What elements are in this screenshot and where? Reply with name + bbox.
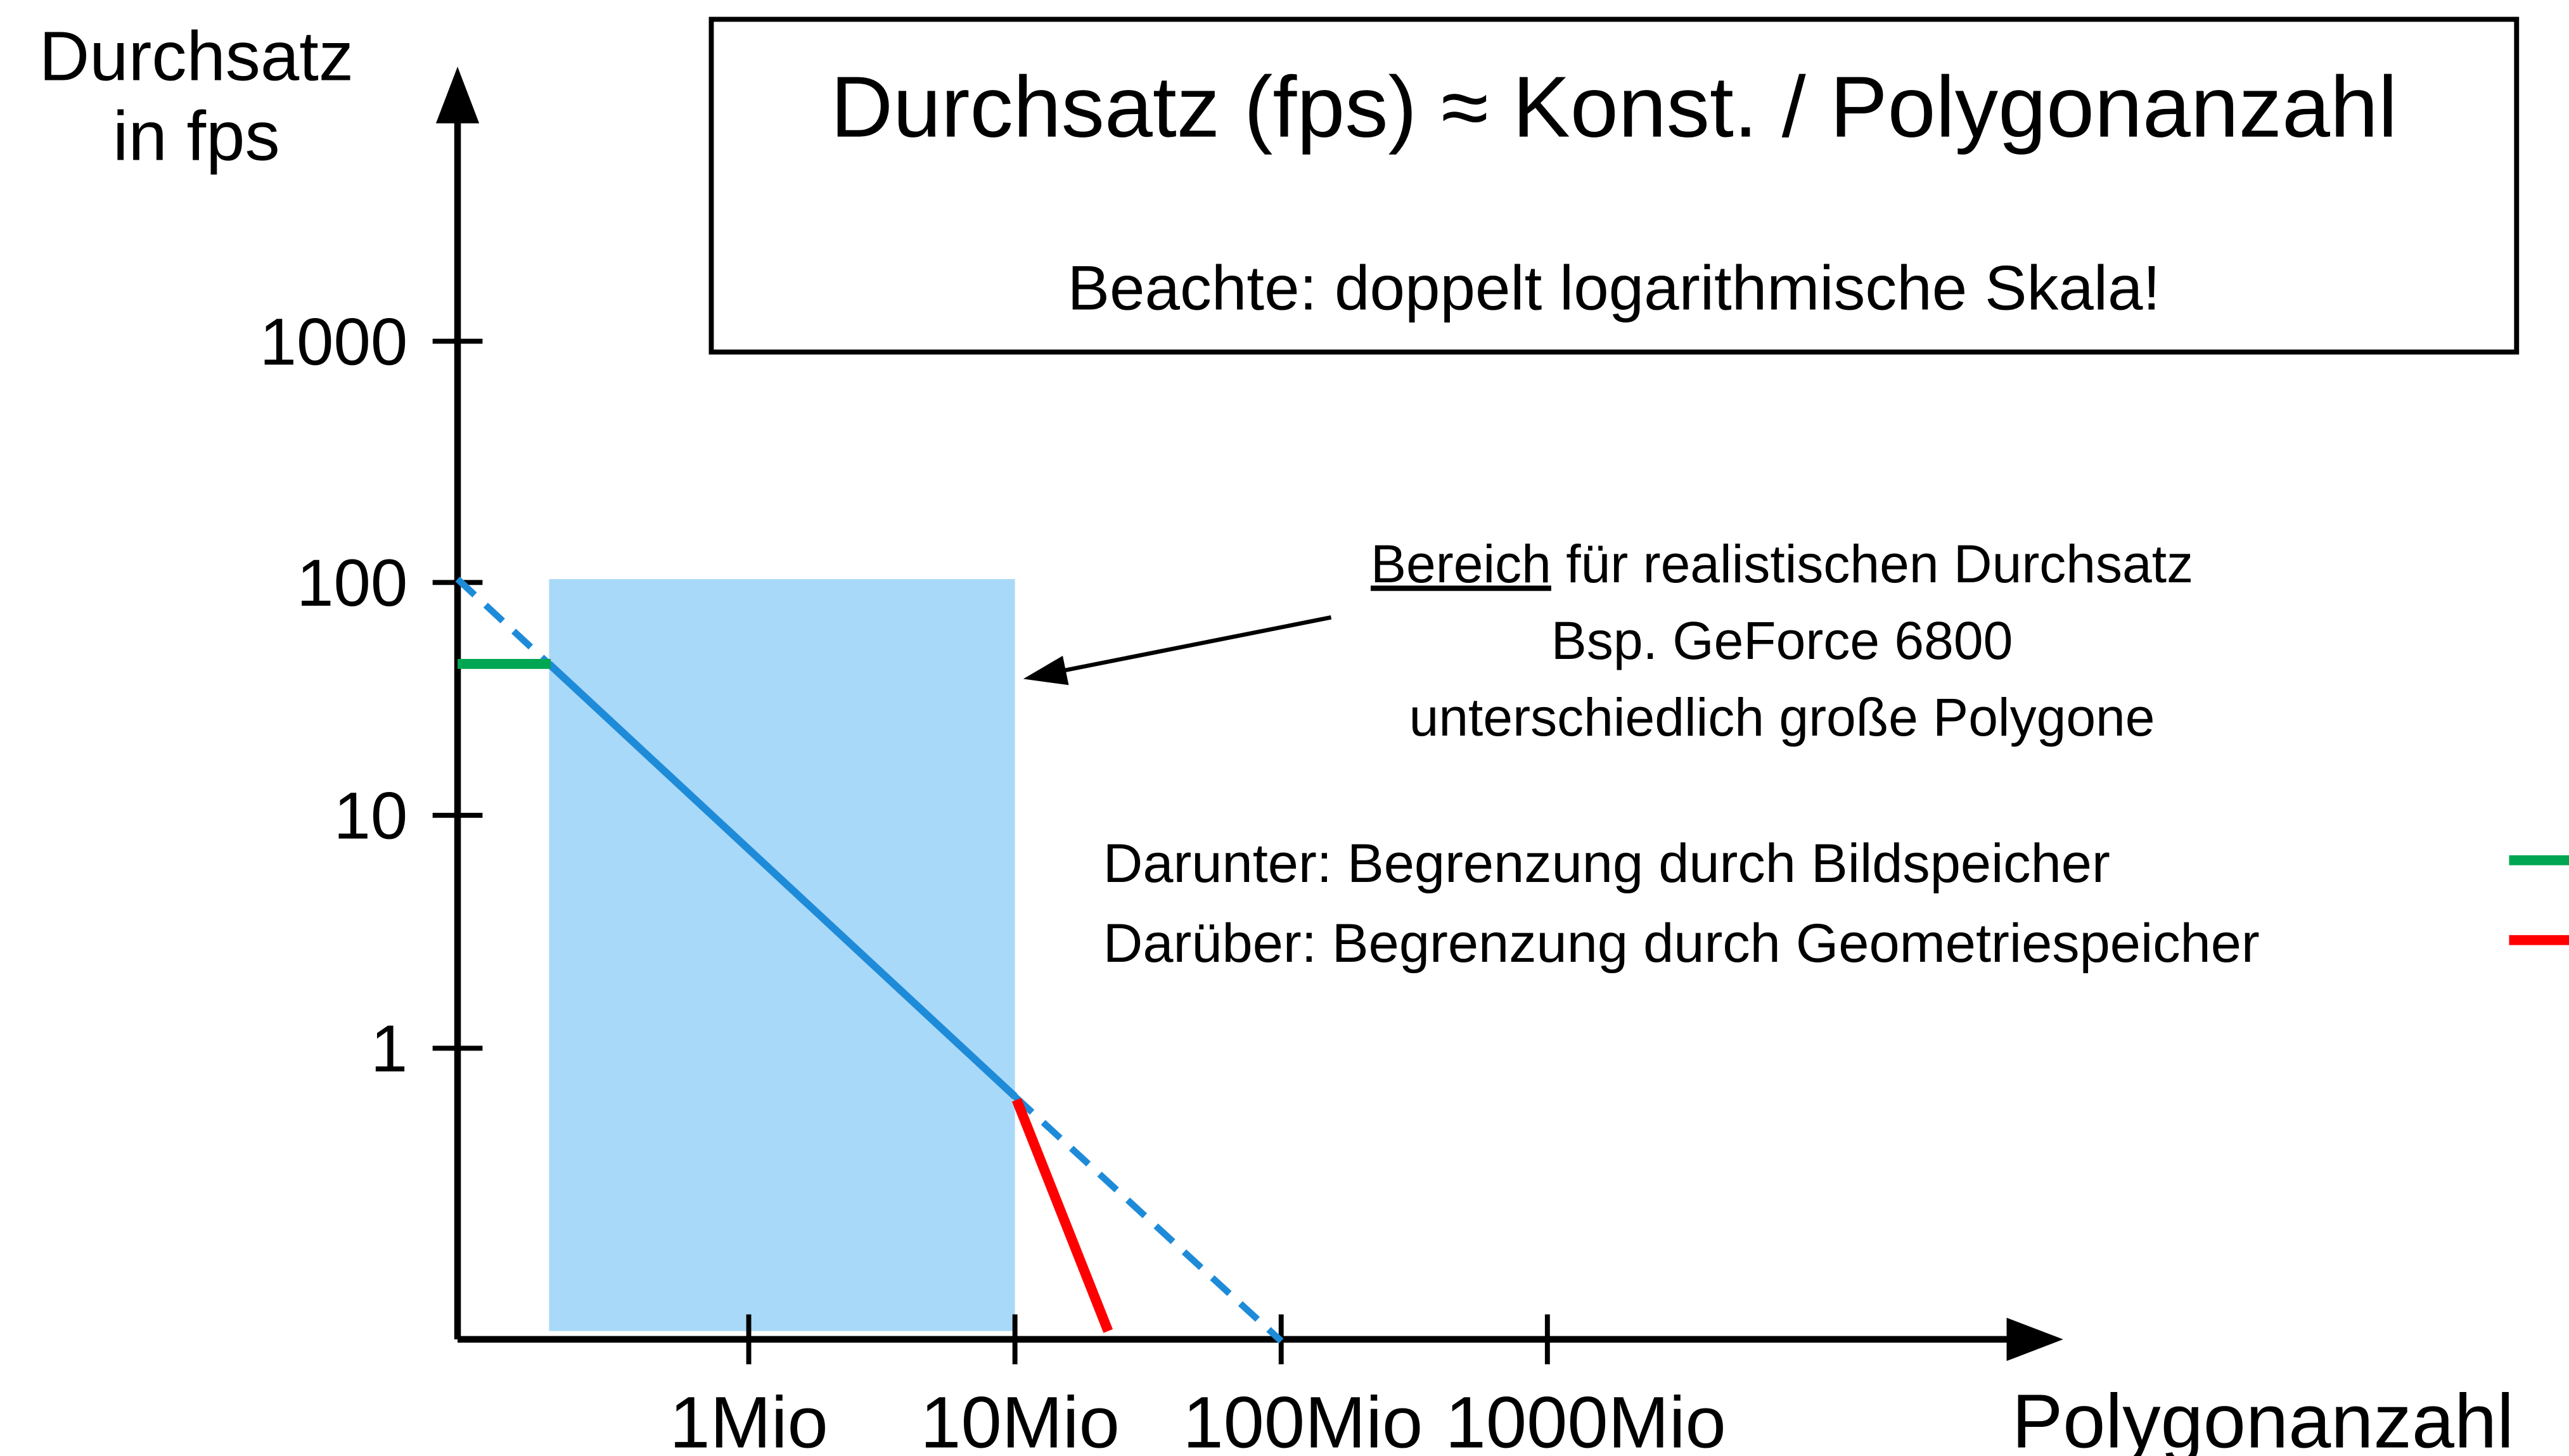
annotation-arrowhead-icon bbox=[1023, 656, 1069, 686]
throughput-line-dashed-right bbox=[1013, 1094, 1284, 1344]
annotation-arrow-line bbox=[1054, 615, 1332, 675]
annotation-line2: Bsp. GeForce 6800 bbox=[1551, 611, 2013, 670]
x-tick-label: 1Mio bbox=[669, 1382, 828, 1456]
y-tick-label: 10 bbox=[333, 779, 407, 853]
throughput-line-dashed-left bbox=[455, 577, 552, 667]
title-box bbox=[708, 16, 2520, 355]
annotation-line1: Bereich für realistischen Durchsatz bbox=[1371, 534, 2193, 594]
y-axis-title-line2: in fps bbox=[113, 97, 280, 175]
x-axis-arrowhead-icon bbox=[2006, 1317, 2063, 1362]
x-tick-label: 100Mio bbox=[1182, 1382, 1423, 1456]
annotation-underlined-word: Bereich bbox=[1371, 534, 1551, 594]
annotation-line3: unterschiedlich große Polygone bbox=[1409, 687, 2155, 747]
x-axis-title: Polygonanzahl bbox=[2012, 1379, 2514, 1456]
geometriespeicher-limit-line bbox=[1011, 1097, 1113, 1333]
y-tick-label: 1 bbox=[371, 1012, 407, 1086]
title-formula: Durchsatz (fps) ≈ Konst. / Polygonanzahl bbox=[831, 58, 2398, 155]
legend-label-bildspeicher: Darunter: Begrenzung durch Bildspeicher bbox=[1103, 833, 2110, 894]
y-axis-arrowhead-icon bbox=[435, 67, 480, 124]
x-tick-label: 10Mio bbox=[920, 1382, 1120, 1456]
y-axis-title-line1: Durchsatz bbox=[39, 17, 354, 95]
title-note: Beachte: doppelt logarithmische Skala! bbox=[1067, 253, 2160, 324]
throughput-line-solid bbox=[546, 661, 1018, 1099]
y-tick-label: 1000 bbox=[260, 305, 408, 379]
y-tick-label: 100 bbox=[297, 546, 407, 620]
annotation-line1-rest: für realistischen Durchsatz bbox=[1551, 534, 2193, 594]
realistic-range-region bbox=[549, 579, 1015, 1331]
x-tick-label: 1000Mio bbox=[1445, 1382, 1726, 1456]
legend-label-geometriespeicher: Darüber: Begrenzung durch Geometriespeic… bbox=[1103, 913, 2260, 974]
